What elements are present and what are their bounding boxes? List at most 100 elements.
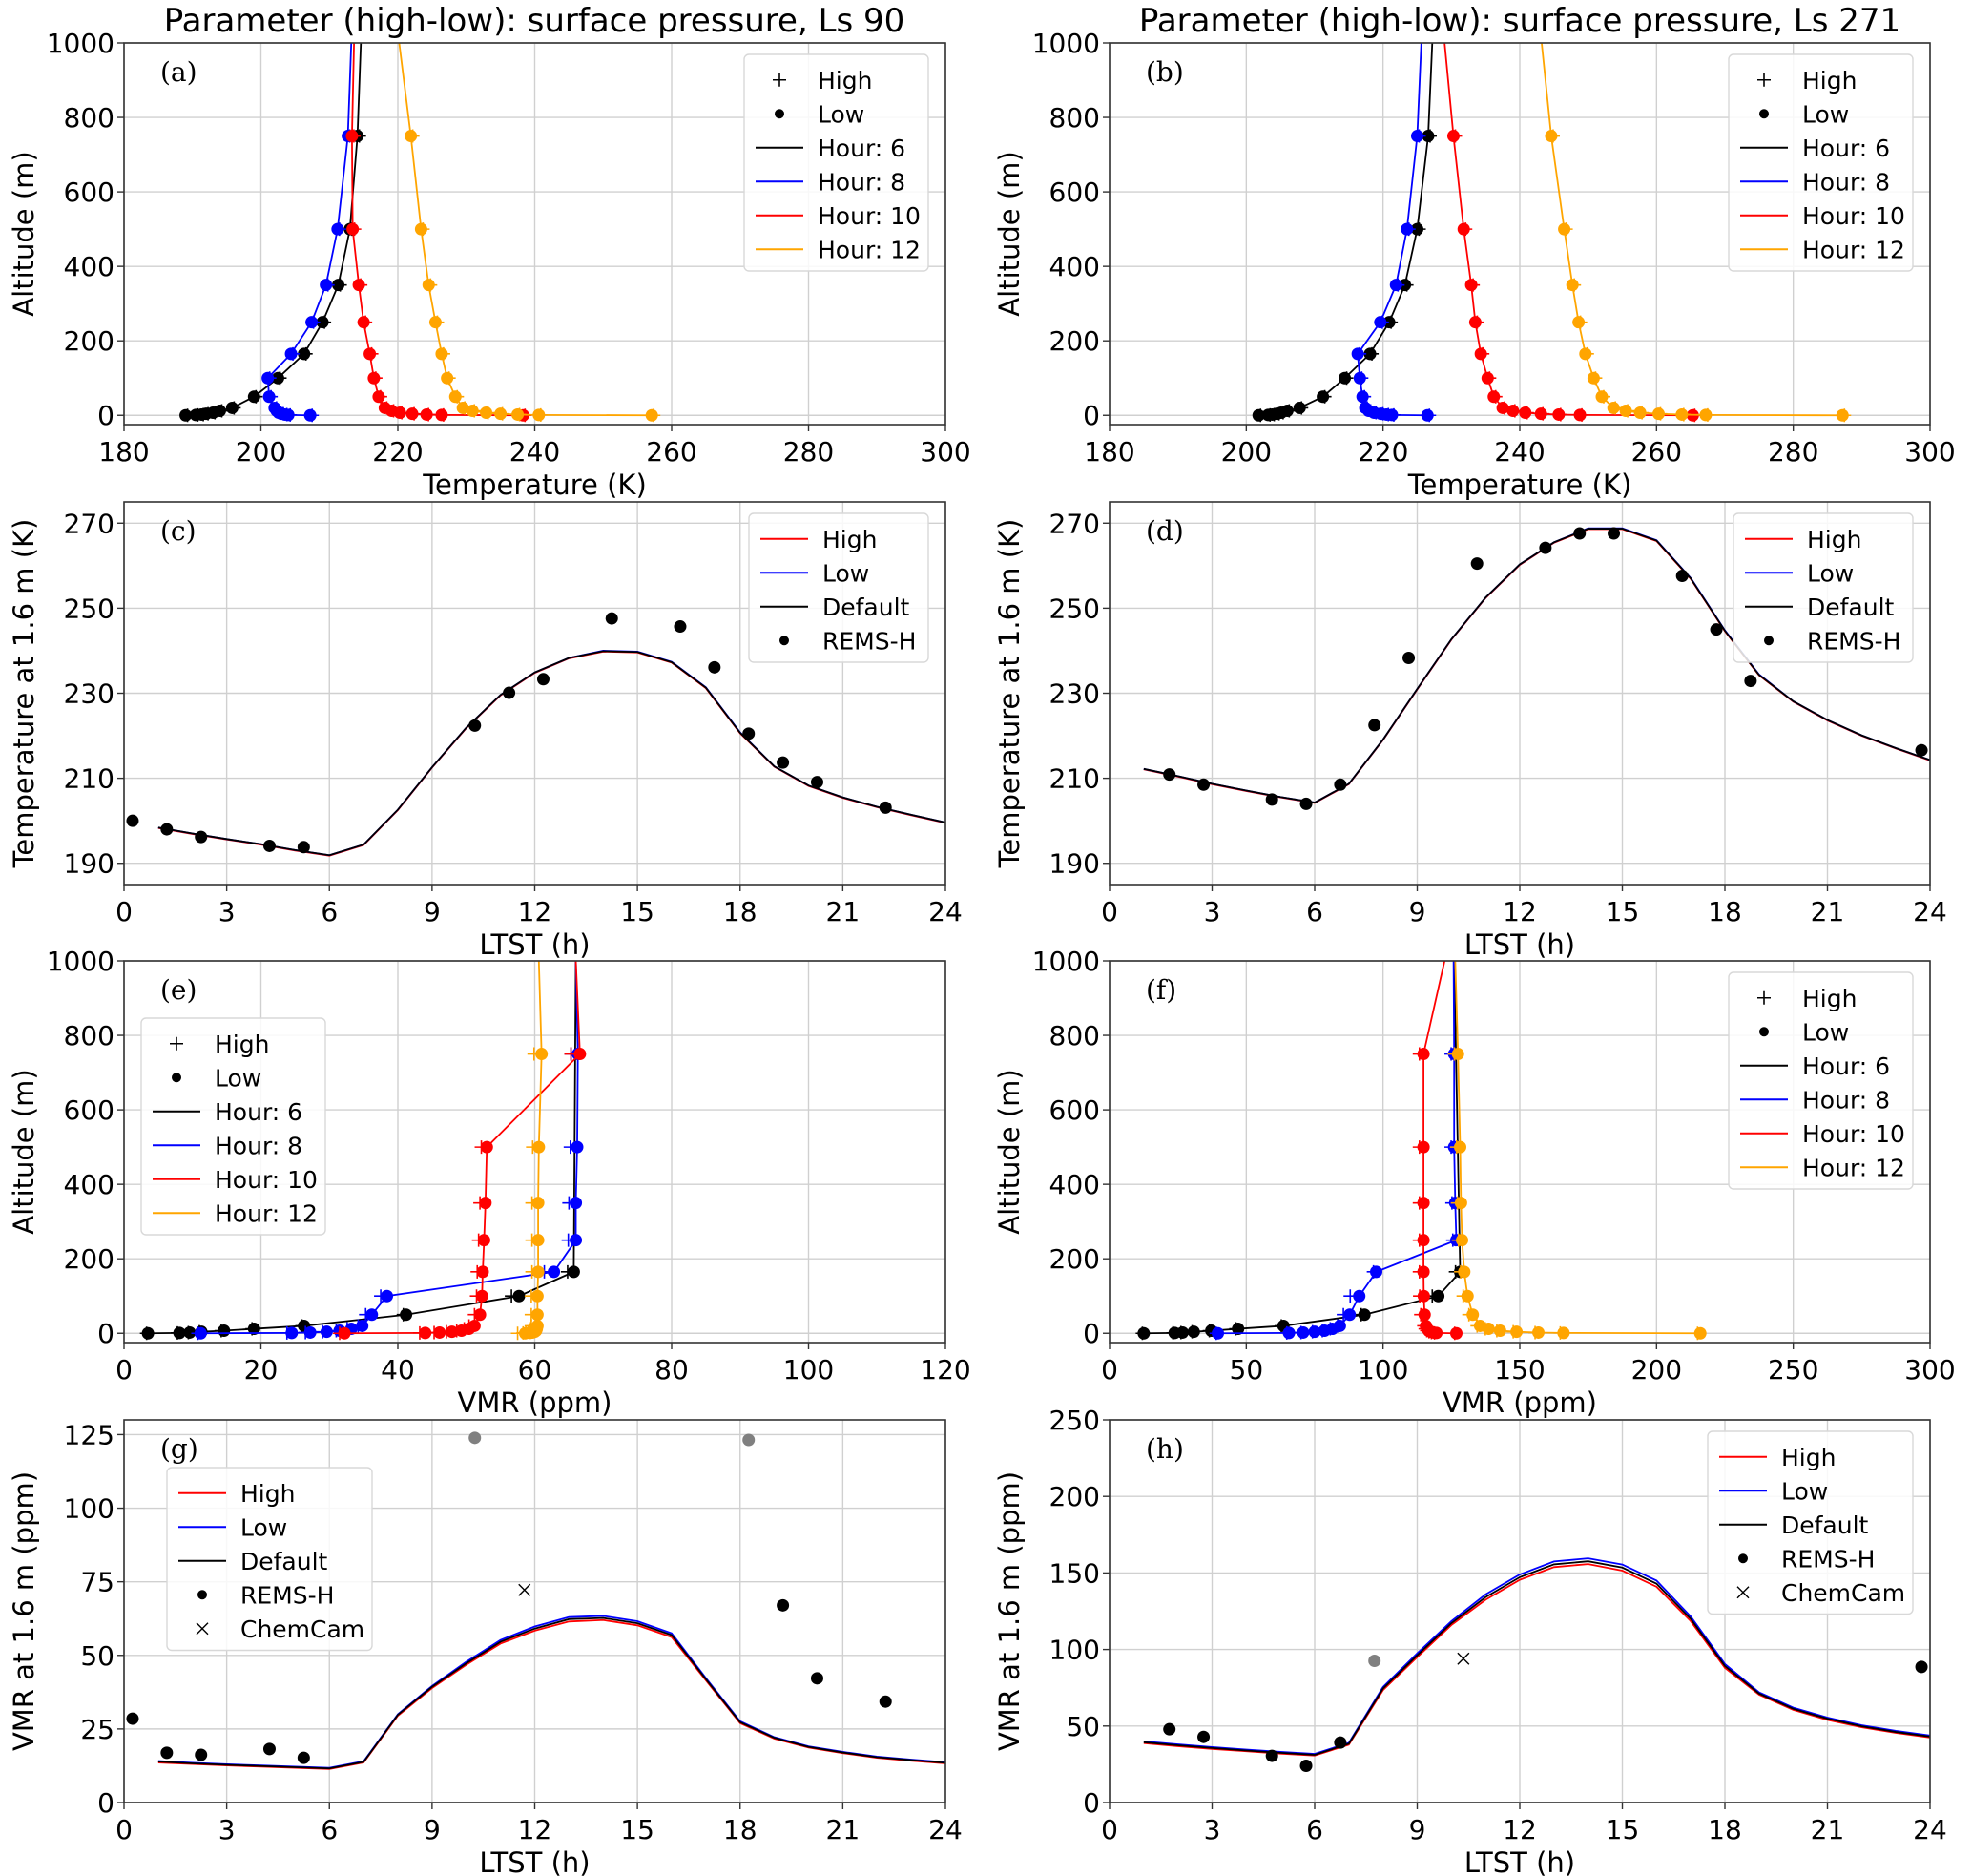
low-marker <box>1374 316 1387 329</box>
low-marker <box>345 130 359 143</box>
legend-label: REMS-H <box>1807 627 1900 655</box>
low-marker <box>1417 1197 1430 1210</box>
rems-point <box>879 801 892 814</box>
low-marker <box>183 1325 197 1339</box>
y-tick-label: 0 <box>1083 1318 1100 1349</box>
rems-point <box>1675 570 1689 583</box>
x-tick-label: 3 <box>1204 896 1221 928</box>
y-axis-label: Temperature at 1.6 m (K) <box>8 519 40 869</box>
x-tick-label: 180 <box>98 436 149 468</box>
x-tick-label: 220 <box>1358 436 1408 468</box>
low-marker <box>1454 1197 1467 1210</box>
low-marker <box>532 408 546 422</box>
legend-label: Low <box>1802 100 1849 128</box>
low-marker <box>1481 371 1494 385</box>
x-tick-label: 180 <box>1084 436 1134 468</box>
legend-label: Hour: 8 <box>1802 168 1890 196</box>
legend-box <box>1707 1430 1914 1615</box>
x-tick-label: 0 <box>115 896 133 928</box>
low-marker <box>365 1308 379 1322</box>
low-marker <box>357 316 370 329</box>
rems-point <box>1368 1654 1381 1667</box>
x-tick-label: 200 <box>1221 436 1272 468</box>
y-axis-label: VMR at 1.6 m (ppm) <box>8 1471 40 1751</box>
panel-label: (a) <box>160 56 197 88</box>
rems-point <box>605 612 618 625</box>
y-tick-label: 400 <box>64 1169 114 1200</box>
low-marker <box>1420 1319 1433 1332</box>
low-marker <box>338 1326 351 1340</box>
rems-point <box>468 1431 482 1445</box>
legend-item: REMS-H <box>779 627 916 655</box>
y-tick-label: 200 <box>1049 1481 1100 1512</box>
x-axis-label: LTST (h) <box>479 1846 590 1876</box>
low-marker <box>512 1289 526 1303</box>
scatter-rems-h <box>126 1598 892 1764</box>
rems-point <box>195 1748 208 1761</box>
legend: High Low Default REMS-H <box>748 512 929 663</box>
y-tick-label: 270 <box>64 508 114 539</box>
legend-box <box>743 53 929 272</box>
low-marker <box>1587 371 1600 385</box>
legend-label: Hour: 12 <box>1802 1154 1905 1181</box>
low-marker <box>1401 222 1414 236</box>
scatter-rems-h-grey- <box>1368 1654 1381 1667</box>
series-line <box>1454 961 1701 1335</box>
low-marker <box>372 390 385 404</box>
legend: High Low Hour: 6 Hour: 8 Hour: 10 Hour: 12 <box>1728 971 1914 1190</box>
low-marker <box>1417 1140 1430 1154</box>
x-tick-label: 6 <box>1306 896 1323 928</box>
panel-f: 0 50 100 150 200 250 300 0 200 400 600 800 1000 VMR (… <box>993 946 1956 1419</box>
x-tick-label: 260 <box>646 436 696 468</box>
panel-label: (c) <box>160 515 197 547</box>
low-marker <box>1232 1323 1245 1336</box>
panel-b: 180 200 220 240 260 280 300 0 200 400 600 800 1000 Te… <box>993 28 1956 501</box>
low-marker <box>363 347 377 361</box>
legend-item: High <box>1719 1444 1836 1471</box>
y-tick-label: 200 <box>64 1243 114 1275</box>
y-tick-label: 800 <box>64 1020 114 1052</box>
low-marker <box>1359 401 1372 414</box>
legend-label: Hour: 8 <box>215 1132 302 1159</box>
low-marker <box>531 1197 545 1210</box>
y-axis-label: Altitude (m) <box>993 1069 1026 1234</box>
legend-item: ChemCam <box>196 1615 364 1643</box>
panel-label: (h) <box>1146 1433 1184 1465</box>
x-tick-label: 0 <box>115 1814 133 1845</box>
low-marker <box>530 1308 544 1322</box>
legend-item: REMS-H <box>197 1581 334 1609</box>
low-marker <box>645 408 658 422</box>
legend-item: Hour: 6 <box>756 135 905 162</box>
low-marker <box>1417 1048 1430 1061</box>
legend-item: Hour: 12 <box>756 236 921 263</box>
x-tick-label: 50 <box>1230 1354 1264 1386</box>
y-tick-label: 50 <box>80 1640 114 1672</box>
low-marker <box>1534 407 1547 421</box>
legend-item: High <box>1757 67 1857 94</box>
legend-item: Low <box>1745 559 1854 587</box>
x-tick-label: 200 <box>236 436 286 468</box>
x-tick-label: 15 <box>620 1814 654 1845</box>
legend-label: Low <box>818 100 864 128</box>
y-tick-label: 230 <box>64 678 114 710</box>
series-hour-10 <box>1443 43 1702 423</box>
y-tick-label: 100 <box>1049 1635 1100 1666</box>
legend-item: Low <box>172 1064 261 1092</box>
rems-point <box>1710 623 1723 636</box>
plot-area <box>1143 1557 1930 1773</box>
rems-point <box>1402 652 1416 665</box>
series-hour-8 <box>1351 43 1437 423</box>
x-tick-label: 9 <box>424 1814 441 1845</box>
x-tick-label: 12 <box>518 896 552 928</box>
x-tick-label: 21 <box>1811 1814 1845 1845</box>
x-tick-label: 24 <box>928 1814 963 1845</box>
legend-marker-swatch <box>1738 1553 1748 1564</box>
rems-point <box>1915 743 1928 757</box>
series-line-default <box>157 1616 945 1770</box>
legend-item: Low <box>178 1513 287 1541</box>
y-tick-label: 0 <box>97 400 114 431</box>
x-tick-label: 9 <box>1409 896 1426 928</box>
legend-label: High <box>818 67 872 94</box>
low-marker <box>428 316 442 329</box>
legend-label: Default <box>1781 1511 1869 1539</box>
